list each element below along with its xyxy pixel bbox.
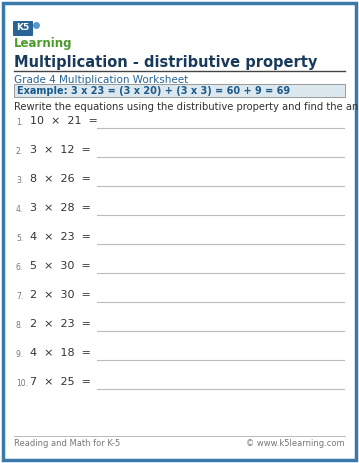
Text: Multiplication - distributive property: Multiplication - distributive property <box>14 55 317 69</box>
Text: 10.: 10. <box>16 379 28 388</box>
Text: 7.: 7. <box>16 292 23 301</box>
Text: Rewrite the equations using the distributive property and find the answer.: Rewrite the equations using the distribu… <box>14 102 359 112</box>
Text: K5: K5 <box>17 24 30 32</box>
Text: 4.: 4. <box>16 205 23 214</box>
Text: 5.: 5. <box>16 234 23 243</box>
Text: © www.k5learning.com: © www.k5learning.com <box>246 439 345 449</box>
Text: Grade 4 Multiplication Worksheet: Grade 4 Multiplication Worksheet <box>14 75 188 85</box>
Text: 9.: 9. <box>16 350 23 359</box>
Text: 2  ×  30  =: 2 × 30 = <box>30 290 91 300</box>
Text: 10  ×  21  =: 10 × 21 = <box>30 116 98 126</box>
Text: 3  ×  12  =: 3 × 12 = <box>30 145 91 155</box>
Bar <box>14 84 345 97</box>
FancyBboxPatch shape <box>13 21 33 36</box>
Text: 8  ×  26  =: 8 × 26 = <box>30 174 91 184</box>
Text: Example: 3 x 23 = (3 x 20) + (3 x 3) = 60 + 9 = 69: Example: 3 x 23 = (3 x 20) + (3 x 3) = 6… <box>17 86 290 95</box>
Text: 2.: 2. <box>16 147 23 156</box>
Text: 7  ×  25  =: 7 × 25 = <box>30 377 91 387</box>
Text: 2  ×  23  =: 2 × 23 = <box>30 319 91 329</box>
Text: 1.: 1. <box>16 118 23 127</box>
Text: 5  ×  30  =: 5 × 30 = <box>30 261 91 271</box>
Text: Reading and Math for K-5: Reading and Math for K-5 <box>14 439 120 449</box>
Text: 3.: 3. <box>16 176 23 185</box>
Text: 8.: 8. <box>16 321 23 330</box>
Text: 6.: 6. <box>16 263 23 272</box>
Text: 3  ×  28  =: 3 × 28 = <box>30 203 91 213</box>
Text: Learning: Learning <box>14 37 73 50</box>
Text: 4  ×  23  =: 4 × 23 = <box>30 232 91 242</box>
Text: 4  ×  18  =: 4 × 18 = <box>30 348 91 358</box>
